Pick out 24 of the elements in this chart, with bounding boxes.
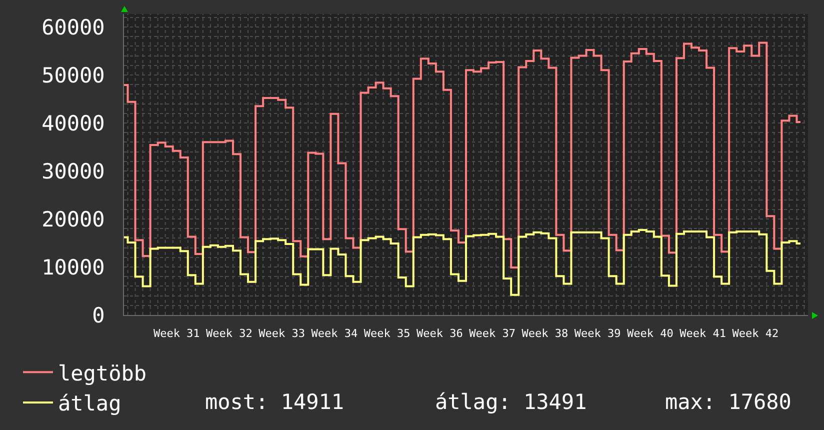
y-tick-label: 0 — [92, 303, 105, 328]
x-tick-label: Week 41 — [680, 327, 726, 340]
x-tick-label: Week 35 — [364, 327, 410, 340]
legend-label: legtöbb — [58, 361, 147, 386]
x-tick-label: Week 37 — [469, 327, 516, 340]
y-tick-label: 30000 — [42, 159, 105, 184]
y-tick-label: 20000 — [42, 207, 105, 232]
x-tick-label: Week 39 — [574, 327, 621, 340]
y-tick-label: 60000 — [42, 15, 105, 40]
x-tick-label: Week 38 — [522, 327, 568, 340]
x-tick-label: Week 36 — [416, 327, 463, 340]
x-tick-label: Week 32 — [206, 327, 252, 340]
y-tick-label: 50000 — [42, 63, 105, 88]
x-tick-label: Week 33 — [258, 327, 306, 340]
text: átlag: 13491 — [435, 390, 587, 414]
text: most: 14911 — [205, 390, 344, 414]
x-tick-label: Week 40 — [626, 327, 674, 340]
legend-label: átlag — [58, 392, 122, 416]
text: max: 17680 — [665, 390, 792, 414]
y-tick-label: 10000 — [42, 255, 105, 280]
y-tick-label: 40000 — [42, 111, 105, 136]
x-tick-label: Week 42 — [732, 327, 779, 340]
x-tick-label: Week 34 — [311, 327, 358, 340]
x-tick-label: Week 31 — [153, 327, 200, 340]
